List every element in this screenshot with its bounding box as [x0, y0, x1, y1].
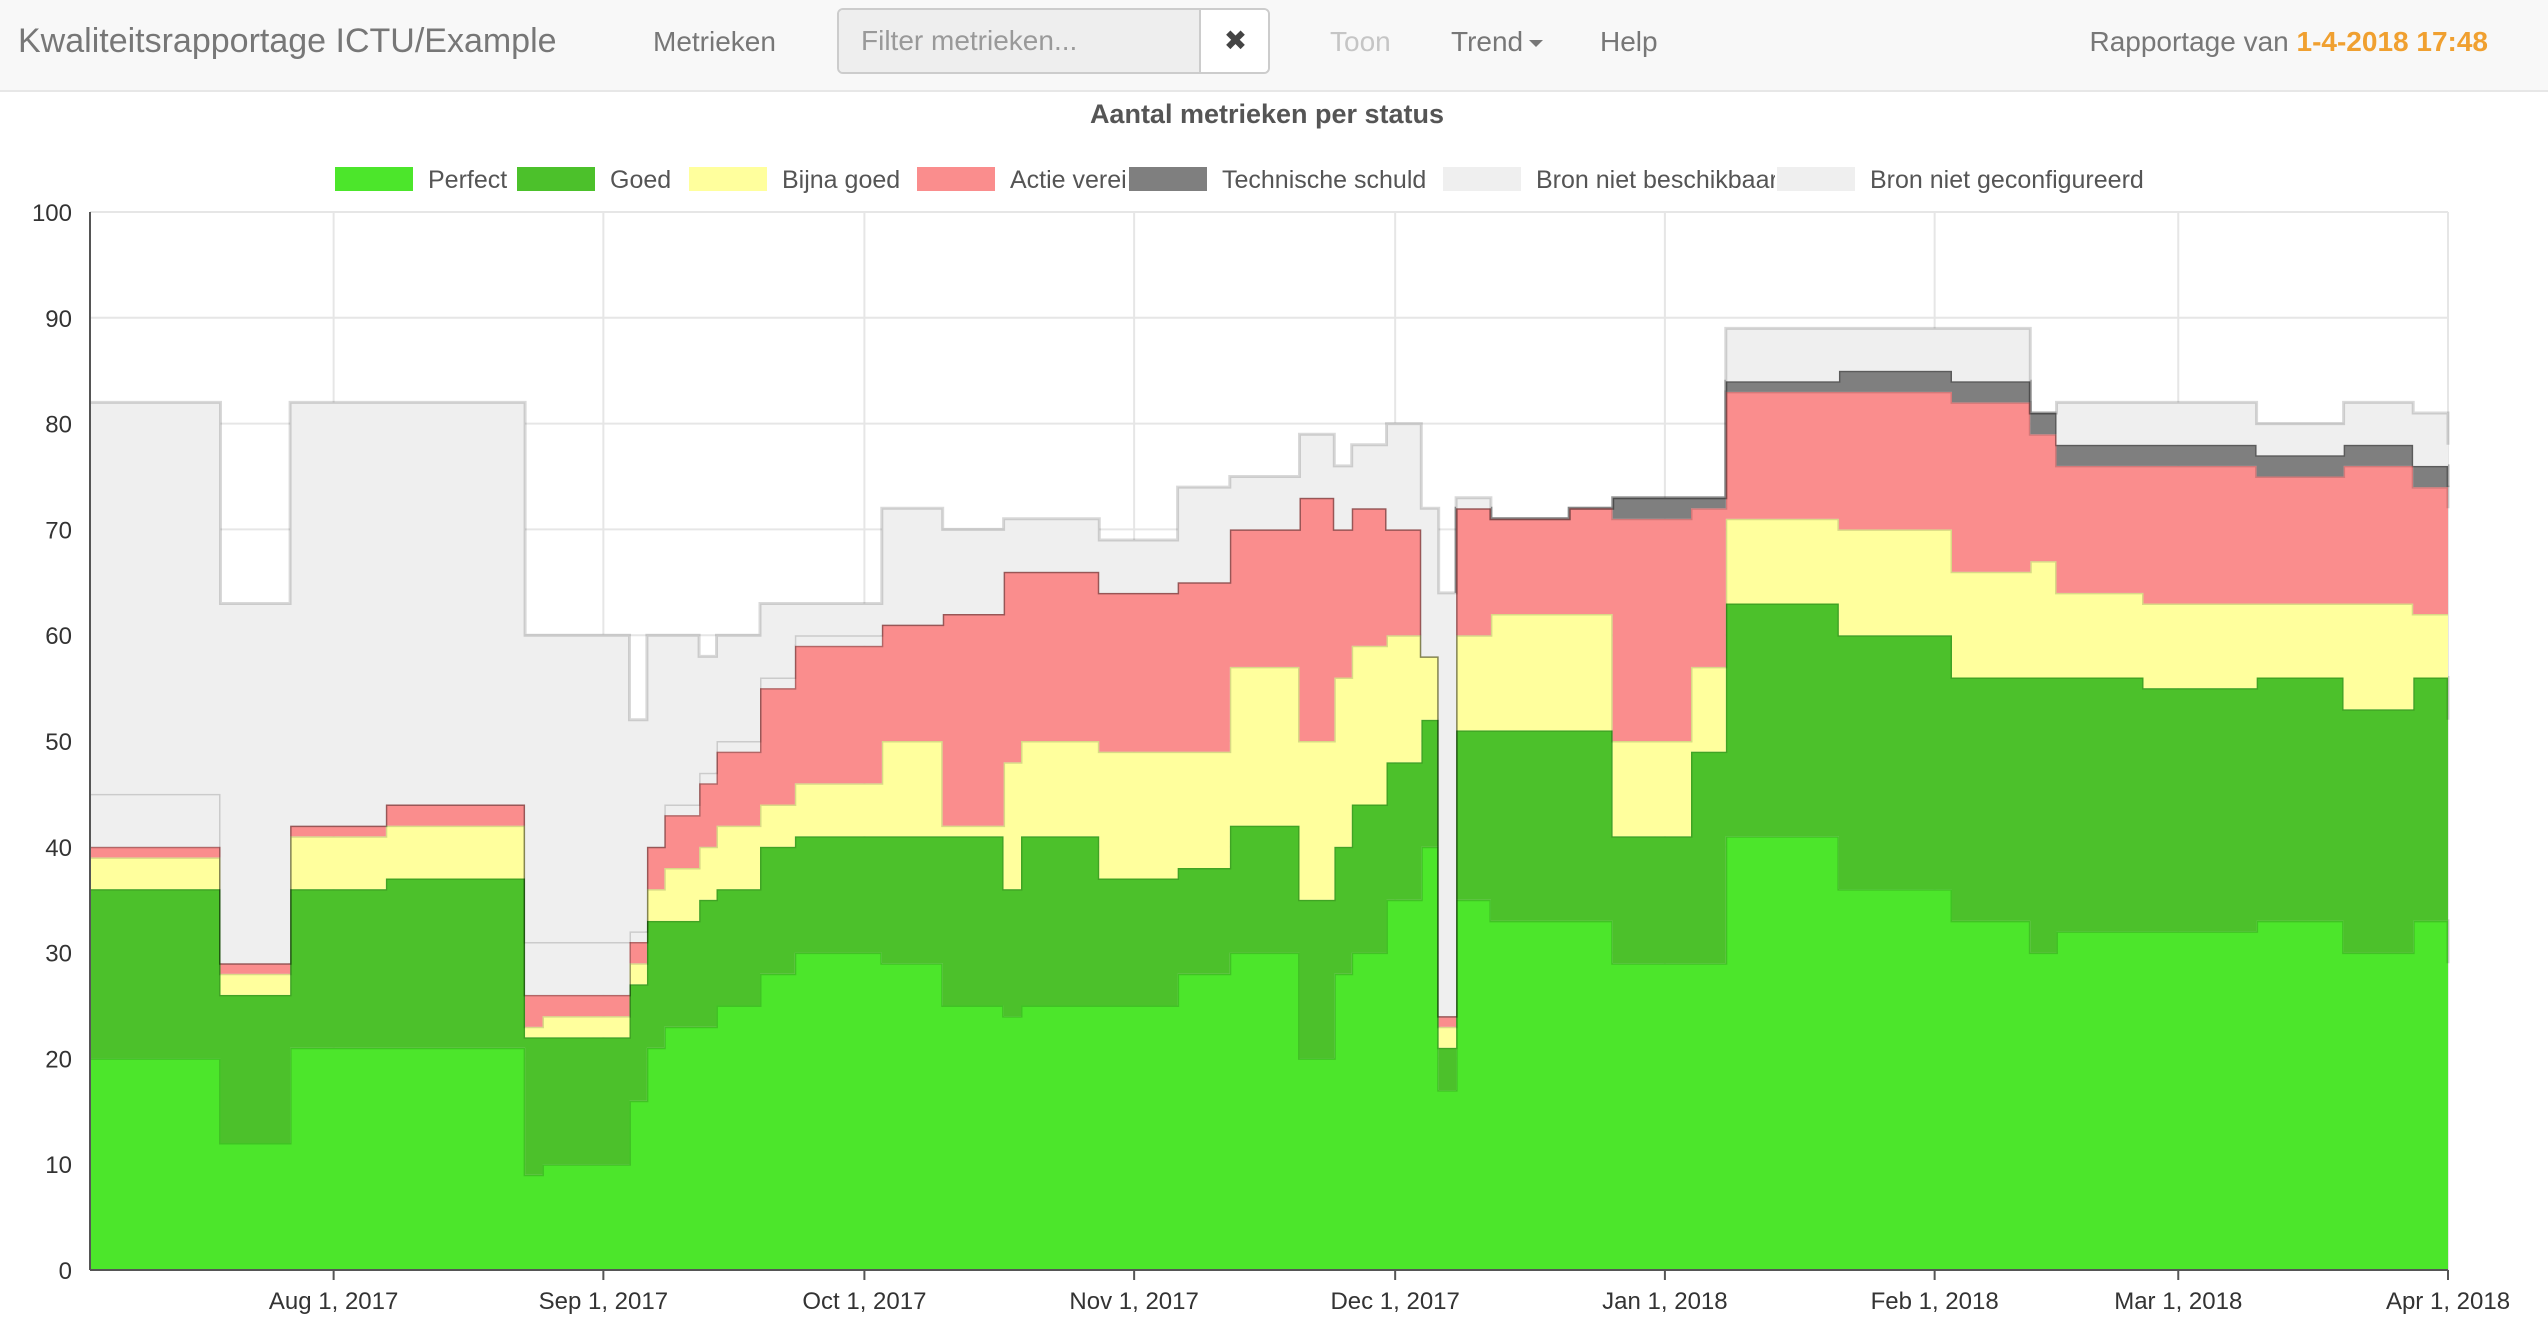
nav-help-link[interactable]: Help [1600, 26, 1658, 57]
nav-metrics-link[interactable]: Metrieken [653, 26, 776, 57]
trend-label: Trend [1451, 26, 1524, 57]
chart-legend: Perfect Goed Bijna goed Actie vereist Techni… [333, 165, 2144, 194]
navbar: Kwaliteitsrapportage ICTU/Example Metrie… [0, 0, 2548, 92]
legend-label-perfect: Perfect [428, 166, 507, 194]
clear-filter-button[interactable]: ✖ [1199, 10, 1268, 72]
line-bron-niet-geconfigureerd [90, 326, 2450, 722]
legend-label-bijna-goed: Bijna goed [782, 166, 900, 194]
legend-swatch-bron-niet-beschikbaar [1441, 165, 1523, 193]
area-bijna-goed [90, 518, 2448, 1048]
legend-label-actie-vereist: Actie vereist [1010, 166, 1146, 194]
report-label: Rapportage van [2089, 26, 2289, 57]
x-tick-label: Sep 1, 2017 [539, 1288, 668, 1315]
close-icon: ✖ [1223, 25, 1248, 56]
y-tick-label: 0 [59, 1258, 72, 1285]
report-info: Rapportage van 1-4-2018 17:48 [2089, 26, 2488, 58]
chart-title: Aantal metrieken per status [1090, 99, 1444, 129]
x-tick-label: Aug 1, 2017 [269, 1288, 398, 1315]
legend-label-bron-niet-beschikbaar: Bron niet beschikbaar [1536, 166, 1778, 194]
area-actie-vereist [90, 391, 2448, 1027]
nav-trend-menu[interactable]: Trend [1451, 26, 1544, 58]
brand-title[interactable]: Kwaliteitsrapportage ICTU/Example [18, 22, 557, 60]
filter-input[interactable] [839, 10, 1199, 72]
status-area-chart: Aantal metrieken per status Perfect Goed B… [32, 99, 2510, 1315]
report-date: 1-4-2018 17:48 [2296, 26, 2488, 57]
area-perfect [90, 836, 2448, 1270]
legend-swatch-actie-vereist [915, 165, 997, 193]
legend-label-goed: Goed [610, 166, 671, 194]
legend-swatch-goed [515, 165, 597, 193]
legend-swatch-technische-schuld [1127, 165, 1209, 193]
chart-axes: 0 10 20 30 40 50 60 70 80 90 100 Aug 1, 2017 Sep 1, … [32, 200, 2510, 1315]
y-tick-label: 10 [45, 1152, 72, 1179]
y-tick-label: 100 [32, 200, 72, 227]
legend-swatch-bron-niet-geconfigureerd [1775, 165, 1857, 193]
area-bron-niet-geconfigureerd [90, 328, 2448, 1017]
y-tick-label: 20 [45, 1046, 72, 1073]
x-tick-label: Jan 1, 2018 [1602, 1288, 1727, 1315]
x-tick-label: Feb 1, 2018 [1871, 1288, 1999, 1315]
x-tick-label: Oct 1, 2017 [802, 1288, 926, 1315]
y-tick-label: 60 [45, 623, 72, 650]
y-tick-label: 40 [45, 835, 72, 862]
y-tick-label: 70 [45, 517, 72, 544]
legend-swatch-perfect [333, 165, 415, 193]
x-tick-label: Nov 1, 2017 [1069, 1288, 1198, 1315]
chart-areas [90, 326, 2450, 1270]
y-tick-label: 30 [45, 941, 72, 968]
y-tick-label: 80 [45, 412, 72, 439]
x-tick-label: Dec 1, 2017 [1330, 1288, 1459, 1315]
x-tick-label: Mar 1, 2018 [2114, 1288, 2242, 1315]
legend-swatch-bijna-goed [687, 165, 769, 193]
area-goed [90, 603, 2448, 1175]
filter-group: ✖ [837, 8, 1270, 74]
y-tick-label: 50 [45, 729, 72, 756]
nav-show-link[interactable]: Toon [1330, 26, 1391, 57]
legend-label-bron-niet-geconfigureerd: Bron niet geconfigureerd [1870, 166, 2144, 194]
x-tick-label: Apr 1, 2018 [2386, 1288, 2510, 1315]
caret-down-icon [1529, 40, 1544, 48]
legend-label-technische-schuld: Technische schuld [1222, 166, 1426, 194]
y-tick-label: 90 [45, 306, 72, 333]
